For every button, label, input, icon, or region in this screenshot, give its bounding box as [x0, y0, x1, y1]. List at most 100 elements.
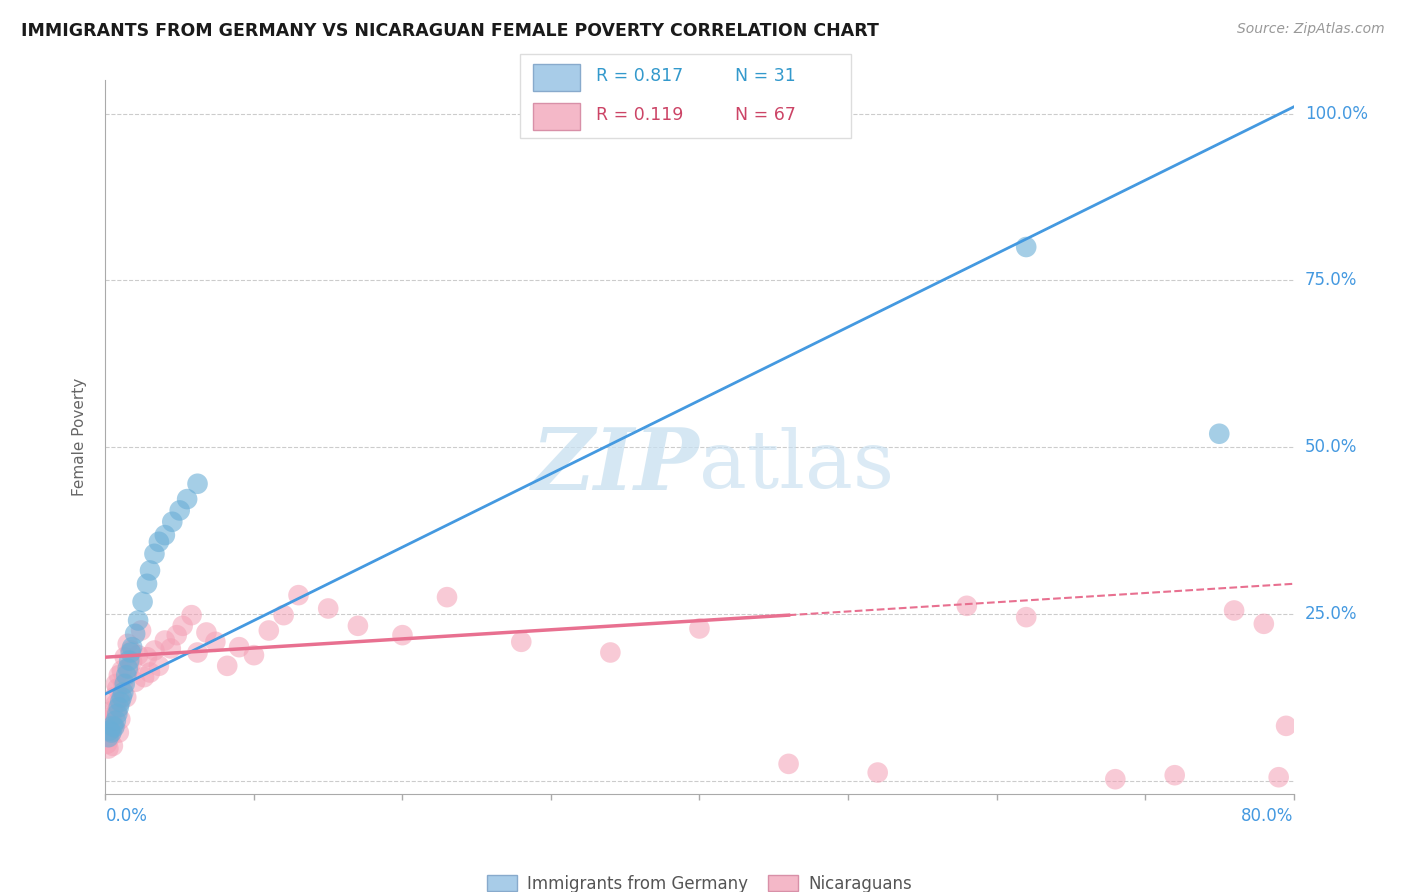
Point [204, 635, 226, 649]
Point [148, 534, 170, 549]
Text: N = 31: N = 31 [735, 68, 796, 86]
Legend: Immigrants from Germany, Nicaraguans: Immigrants from Germany, Nicaraguans [481, 869, 918, 892]
Point [273, 608, 295, 623]
Point [100, 725, 122, 739]
Point [180, 608, 202, 623]
Point [169, 503, 191, 517]
Text: R = 0.817: R = 0.817 [596, 68, 683, 86]
Text: IMMIGRANTS FROM GERMANY VS NICARAGUAN FEMALE POVERTY CORRELATION CHART: IMMIGRANTS FROM GERMANY VS NICARAGUAN FE… [21, 22, 879, 40]
Text: R = 0.119: R = 0.119 [596, 105, 683, 123]
Point [121, 655, 143, 669]
Point [148, 658, 170, 673]
Point [100, 710, 122, 724]
Point [98, 723, 121, 738]
Point [104, 697, 127, 711]
FancyBboxPatch shape [533, 63, 579, 91]
Point [139, 564, 162, 578]
Point [186, 476, 208, 491]
Point [866, 765, 889, 780]
Point [110, 692, 132, 706]
Point [124, 674, 146, 689]
Point [97, 714, 120, 728]
Text: 100.0%: 100.0% [1305, 104, 1368, 122]
Point [287, 588, 309, 602]
Point [103, 720, 125, 734]
Point [127, 648, 149, 662]
Text: atlas: atlas [700, 426, 894, 505]
Point [118, 653, 141, 667]
Point [98, 716, 121, 731]
Point [101, 719, 124, 733]
Point [162, 515, 184, 529]
Point [176, 492, 198, 507]
Y-axis label: Female Poverty: Female Poverty [72, 378, 87, 496]
Point [153, 633, 176, 648]
Text: ZIP: ZIP [531, 424, 700, 508]
Point [139, 665, 162, 680]
Point [120, 643, 142, 657]
Point [131, 595, 153, 609]
Text: 50.0%: 50.0% [1305, 438, 1357, 456]
Point [117, 637, 139, 651]
Point [129, 624, 152, 638]
Point [153, 528, 176, 542]
Point [115, 690, 138, 705]
Point [956, 599, 979, 613]
Point [103, 690, 125, 705]
Point [436, 590, 458, 604]
Point [97, 730, 120, 744]
Point [166, 628, 188, 642]
Point [108, 725, 131, 739]
Point [257, 624, 280, 638]
Point [243, 648, 266, 662]
Point [1267, 770, 1289, 784]
Text: 0.0%: 0.0% [105, 807, 148, 825]
Point [114, 677, 136, 691]
Point [101, 739, 124, 753]
Text: Source: ZipAtlas.com: Source: ZipAtlas.com [1237, 22, 1385, 37]
Point [114, 650, 136, 665]
Point [186, 645, 208, 659]
Point [1104, 772, 1126, 787]
Point [159, 641, 181, 656]
Point [98, 730, 121, 744]
Point [599, 645, 621, 659]
Text: 75.0%: 75.0% [1305, 271, 1357, 289]
Point [143, 547, 166, 561]
Point [112, 685, 135, 699]
Point [104, 677, 127, 691]
Point [121, 640, 143, 655]
Point [108, 668, 131, 682]
Point [105, 681, 128, 696]
Point [1223, 603, 1246, 617]
Point [1275, 719, 1298, 733]
FancyBboxPatch shape [520, 54, 851, 138]
Point [115, 668, 138, 682]
Point [217, 658, 239, 673]
Point [510, 635, 533, 649]
Point [1208, 426, 1230, 441]
Point [110, 695, 132, 709]
Text: 25.0%: 25.0% [1305, 605, 1357, 623]
Point [120, 645, 142, 659]
Point [172, 619, 194, 633]
Point [143, 643, 166, 657]
Point [1164, 768, 1187, 782]
Point [347, 619, 370, 633]
FancyBboxPatch shape [533, 103, 579, 130]
Point [97, 741, 120, 756]
Point [105, 706, 128, 721]
Point [101, 704, 124, 718]
Point [104, 714, 127, 728]
Point [1253, 616, 1275, 631]
Point [136, 576, 159, 591]
Point [132, 670, 155, 684]
Point [127, 614, 149, 628]
Point [96, 737, 118, 751]
Point [108, 700, 131, 714]
Point [1015, 610, 1038, 624]
Point [689, 622, 711, 636]
Point [1015, 240, 1038, 254]
Text: 80.0%: 80.0% [1241, 807, 1294, 825]
Point [136, 650, 159, 665]
